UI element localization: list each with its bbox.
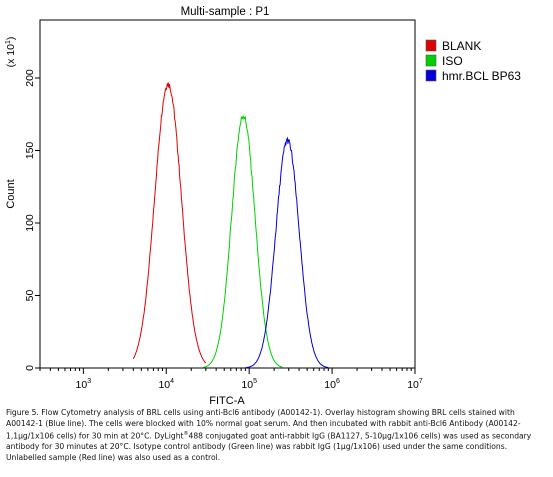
plot-frame xyxy=(39,19,416,369)
x-tick-exponent: 3 xyxy=(87,378,91,385)
x-tick-exponent: 6 xyxy=(336,378,340,385)
y-tick-label: 0 xyxy=(24,365,36,371)
x-tick-base: 10 xyxy=(158,379,170,391)
y-multiplier-exponent: 1 xyxy=(5,40,12,44)
caption-text-2: 488 conjugated goat anti-rabbit IgG (BA1… xyxy=(6,431,532,462)
y-multiplier-text: (x 10 xyxy=(5,44,17,68)
legend-swatch xyxy=(425,54,437,67)
x-tick-base: 10 xyxy=(324,379,336,391)
x-tick-label: 106 xyxy=(324,378,340,391)
y-multiplier-label: (x 101) xyxy=(5,37,17,68)
x-tick-label: 107 xyxy=(407,378,423,391)
legend-swatch xyxy=(425,39,437,52)
series-line-blank xyxy=(132,82,207,364)
x-tick-label: 104 xyxy=(158,378,174,391)
x-tick-base: 10 xyxy=(76,379,88,391)
x-tick-label: 105 xyxy=(241,378,257,391)
caption-text-1: Figure 5. Flow Cytometry analysis of BRL… xyxy=(6,408,521,441)
y-tick-label: 100 xyxy=(24,214,36,232)
y-tick-label: 150 xyxy=(24,142,36,160)
y-tick-label: 50 xyxy=(24,290,36,302)
x-tick-label: 103 xyxy=(76,378,92,391)
x-tick-base: 10 xyxy=(407,379,419,391)
y-tick-label: 200 xyxy=(24,69,36,87)
y-axis: 0 50 100 150 200 xyxy=(24,69,40,371)
legend-swatch xyxy=(425,69,437,82)
histogram-series xyxy=(132,82,329,369)
legend-label: ISO xyxy=(442,54,463,68)
x-axis: 103 104 105 106 107 xyxy=(39,368,423,391)
x-tick-exponent: 4 xyxy=(170,378,174,385)
x-tick-base: 10 xyxy=(241,379,253,391)
series-line-hmr-bcl-bp63 xyxy=(245,136,329,369)
figure-caption: Figure 5. Flow Cytometry analysis of BRL… xyxy=(6,408,546,464)
chart-title: Multi-sample : P1 xyxy=(181,6,270,18)
y-multiplier-close: ) xyxy=(5,37,17,41)
y-axis-label: Count xyxy=(5,179,17,208)
x-axis-label: FITC-A xyxy=(209,395,245,405)
legend-label: hmr.BCL BP63 xyxy=(442,69,521,83)
x-tick-exponent: 7 xyxy=(419,378,423,385)
legend-label: BLANK xyxy=(442,39,481,53)
caption-registered-mark: ® xyxy=(183,431,189,438)
series-line-iso xyxy=(203,115,283,368)
x-tick-exponent: 5 xyxy=(253,378,257,385)
